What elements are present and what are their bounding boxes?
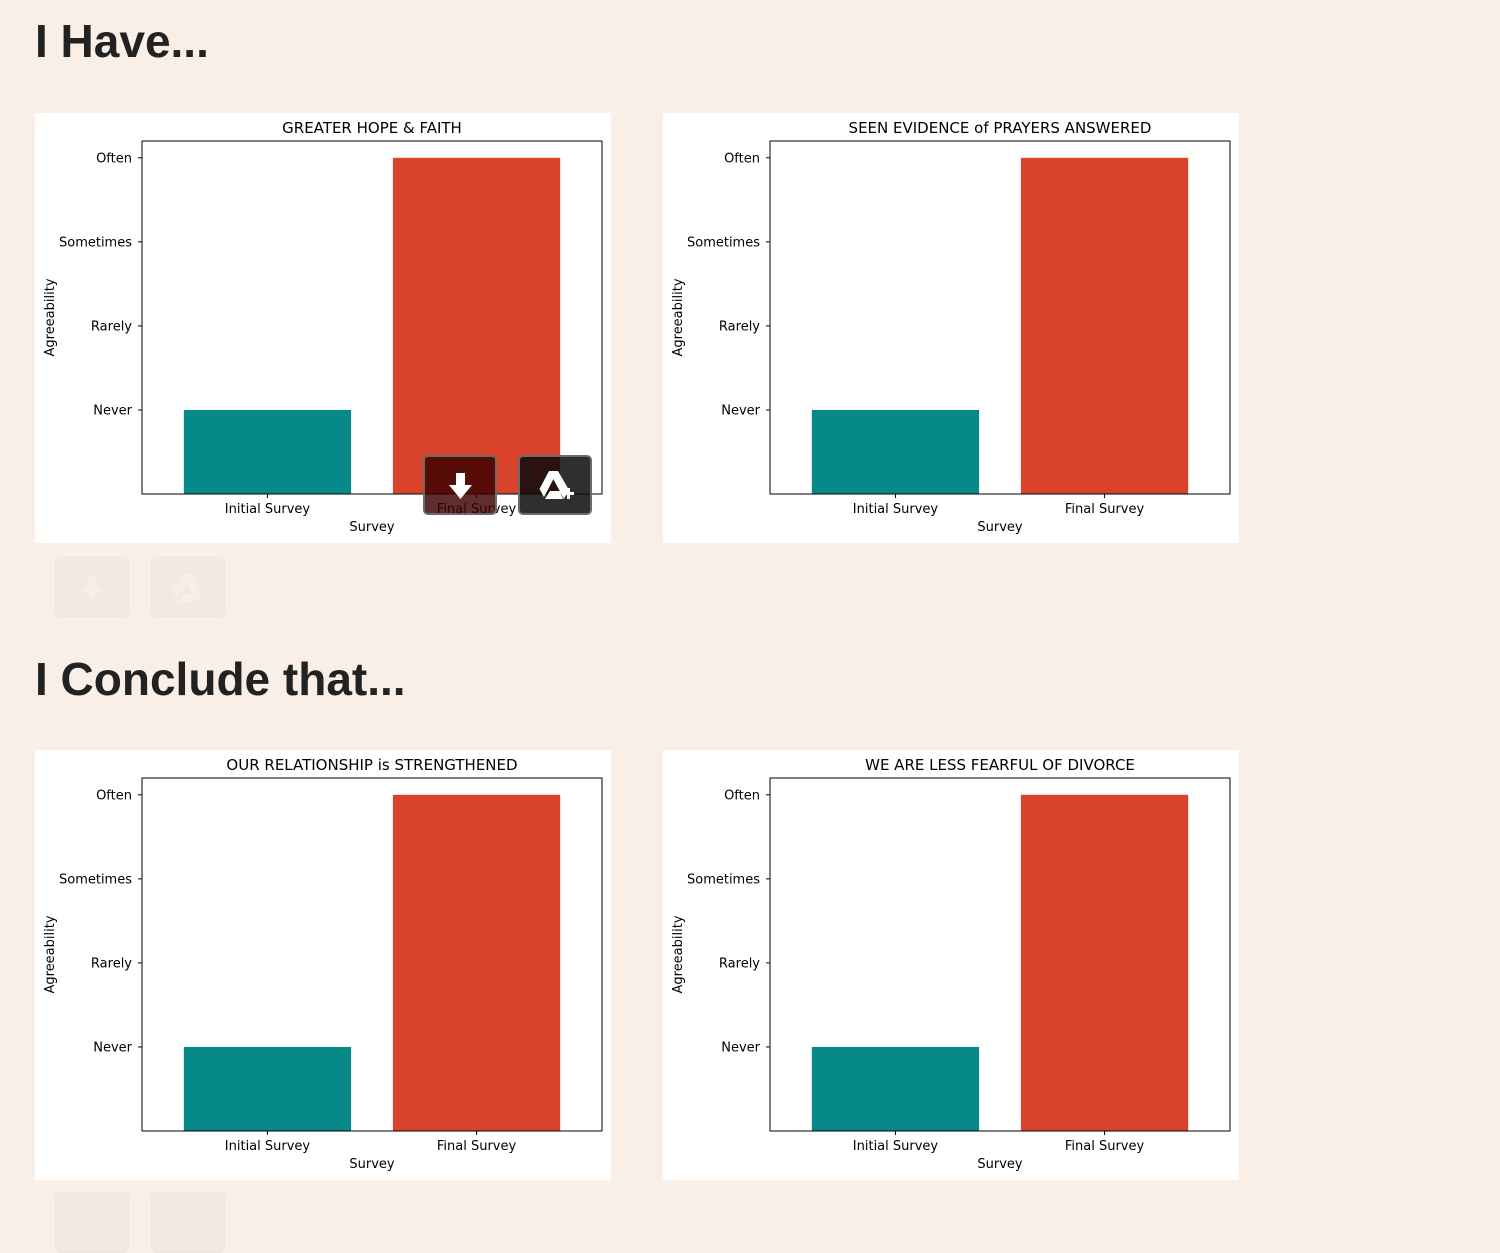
y-tick-label: Rarely [719, 956, 760, 971]
section-heading-i-conclude: I Conclude that... [35, 653, 406, 705]
chart-seen-evidence-prayers-answered: Never Rarely Sometimes Often Initial Survey F… [663, 113, 1239, 543]
x-axis-label: Survey [977, 1157, 1023, 1172]
section-heading-i-have: I Have... [35, 15, 209, 67]
y-tick-label: Never [721, 403, 760, 418]
x-tick-label: Final Survey [1065, 502, 1145, 517]
y-tick-label: Often [724, 788, 760, 803]
x-axis-label: Survey [977, 520, 1023, 535]
y-tick-label: Often [724, 151, 760, 166]
download-icon [449, 473, 472, 499]
download-chart-button-bottom[interactable] [55, 1193, 129, 1253]
y-tick-label: Often [96, 788, 132, 803]
axes-frame [141, 777, 603, 1132]
bar-final-survey [1020, 794, 1189, 1131]
y-tick-label: Sometimes [687, 872, 760, 887]
bar-chart-svg: Never Rarely Sometimes Often Initial Survey F… [671, 119, 1231, 535]
bar-final-survey [392, 157, 561, 495]
bar-initial-survey [811, 409, 980, 494]
download-chart-button[interactable] [423, 455, 497, 515]
download-icon [81, 576, 103, 600]
save-to-drive-button-faded[interactable] [151, 557, 225, 617]
axes-frame [769, 140, 1231, 495]
x-tick-label: Initial Survey [853, 502, 939, 517]
chart-title: OUR RELATIONSHIP is STRENGTHENED [226, 756, 517, 774]
y-tick-label: Often [96, 151, 132, 166]
bar-chart-svg: Never Rarely Sometimes Often Initial Survey F… [43, 756, 603, 1172]
y-tick-label: Sometimes [687, 235, 760, 250]
y-axis-label: Agreeability [43, 915, 58, 993]
x-tick-label: Final Survey [1065, 1139, 1145, 1154]
y-tick-label: Never [721, 1040, 760, 1055]
y-tick-label: Rarely [719, 319, 760, 334]
bar-initial-survey [183, 409, 352, 494]
x-tick-label: Initial Survey [225, 502, 311, 517]
x-tick-label: Final Survey [437, 1139, 517, 1154]
y-tick-label: Sometimes [59, 235, 132, 250]
google-drive-add-icon [172, 574, 202, 602]
y-axis-label: Agreeability [671, 278, 686, 356]
y-axis-label: Agreeability [43, 278, 58, 356]
axes-frame [141, 140, 603, 495]
y-tick-label: Never [93, 403, 132, 418]
bar-final-survey [1020, 157, 1189, 495]
google-drive-add-icon [539, 471, 574, 499]
bar-final-survey [392, 794, 561, 1131]
x-axis-label: Survey [349, 520, 395, 535]
axes-frame [769, 777, 1231, 1132]
y-tick-label: Never [93, 1040, 132, 1055]
chart-title: WE ARE LESS FEARFUL OF DIVORCE [865, 756, 1135, 774]
x-tick-label: Initial Survey [225, 1139, 311, 1154]
y-tick-label: Rarely [91, 956, 132, 971]
y-tick-label: Rarely [91, 319, 132, 334]
bar-chart-svg: Never Rarely Sometimes Often Initial Survey F… [671, 756, 1231, 1172]
chart-title: SEEN EVIDENCE of PRAYERS ANSWERED [849, 119, 1152, 137]
save-to-drive-button-bottom[interactable] [151, 1193, 225, 1253]
x-axis-label: Survey [349, 1157, 395, 1172]
download-chart-button-faded[interactable] [55, 557, 129, 617]
save-to-drive-button[interactable] [518, 455, 592, 515]
y-tick-label: Sometimes [59, 872, 132, 887]
bar-initial-survey [811, 1046, 980, 1131]
chart-title: GREATER HOPE & FAITH [282, 119, 462, 137]
y-axis-label: Agreeability [671, 915, 686, 993]
chart-relationship-strengthened: Never Rarely Sometimes Often Initial Survey F… [35, 750, 611, 1180]
chart-less-fearful-of-divorce: Never Rarely Sometimes Often Initial Survey F… [663, 750, 1239, 1180]
x-tick-label: Initial Survey [853, 1139, 939, 1154]
bar-initial-survey [183, 1046, 352, 1131]
